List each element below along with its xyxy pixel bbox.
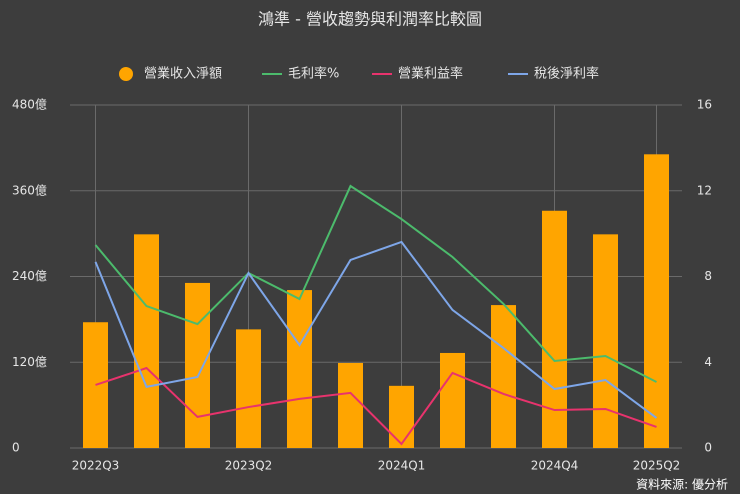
legend-marker [119, 67, 133, 81]
bar [83, 322, 108, 448]
x-tick-label: 2022Q3 [72, 459, 120, 473]
bar [134, 234, 159, 448]
bar [440, 352, 465, 448]
y-tick-label: 0 [12, 441, 20, 455]
source: 資料來源: 優分析 [636, 478, 728, 492]
bar [287, 290, 312, 448]
y-tick-label: 120億 [12, 355, 47, 369]
bar [593, 234, 618, 448]
line [94, 184, 657, 383]
y2-tick-label: 8 [704, 269, 712, 283]
legend-label: 毛利率% [288, 66, 339, 82]
y-tick-label: 480億 [12, 98, 47, 112]
line [94, 240, 658, 419]
bar [236, 329, 261, 448]
bar [491, 305, 516, 448]
legend-label: 營業利益率 [398, 66, 463, 82]
legend-label: 稅後淨利率 [534, 66, 599, 82]
y2-tick-label: 12 [697, 183, 712, 197]
line [95, 366, 657, 446]
bar [338, 362, 363, 448]
x-tick-label: 2024Q4 [531, 459, 579, 473]
y-tick-label: 360億 [12, 183, 47, 197]
bar [185, 282, 210, 448]
y2-tick-label: 16 [697, 98, 712, 112]
x-tick-label: 2023Q2 [225, 459, 273, 473]
legend-label: 營業收入淨額 [144, 66, 222, 82]
bar [389, 385, 414, 448]
bar [542, 210, 567, 448]
chart-title: 鴻準 - 營收趨勢與利潤率比較圖 [258, 10, 482, 29]
x-tick-label: 2025Q2 [633, 459, 681, 473]
bar [644, 154, 669, 448]
y-tick-label: 240億 [12, 269, 47, 283]
x-tick-label: 2024Q1 [378, 459, 426, 473]
y2-tick-label: 0 [704, 441, 712, 455]
y2-tick-label: 4 [704, 355, 712, 369]
